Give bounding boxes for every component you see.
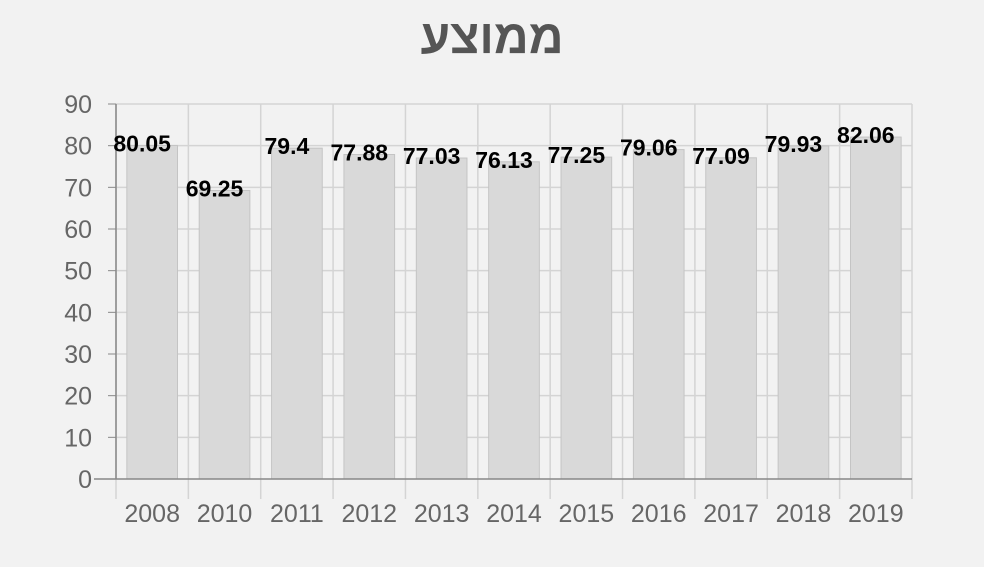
- bar-2012: [343, 154, 396, 480]
- x-tick-labels: 2008 2010 2011 2012 2013 2014 2015 2016 2017 2018…: [124, 500, 903, 528]
- data-label-2019: 82.06: [837, 122, 895, 148]
- bars: [126, 136, 902, 480]
- bar-2017: [705, 157, 757, 480]
- y-tick-label: 10: [64, 424, 92, 452]
- data-label-2010: 69.25: [186, 175, 244, 201]
- data-label-2008: 80.05: [113, 130, 171, 156]
- data-labels: 80.05 69.25 79.4 77.88 77.03 76.13 77.25 79.06 7…: [113, 122, 894, 201]
- data-label-2012: 77.88: [330, 140, 388, 166]
- bar-2010: [198, 189, 251, 480]
- bar-2018: [777, 145, 830, 480]
- x-tick-label-2017: 2017: [703, 500, 759, 528]
- data-label-2014: 76.13: [475, 147, 533, 173]
- x-tick-label-2016: 2016: [631, 500, 687, 528]
- y-tick-label: 90: [64, 91, 92, 119]
- y-tick-label: 20: [64, 383, 92, 411]
- data-label-2015: 77.25: [548, 142, 606, 168]
- data-label-2018: 79.93: [765, 131, 823, 157]
- axes: [94, 103, 912, 480]
- y-tick-label: 0: [78, 466, 92, 494]
- bar-2008: [126, 144, 179, 480]
- x-tick-label-2012: 2012: [341, 500, 397, 528]
- data-label-2017: 77.09: [692, 143, 750, 169]
- y-tick-label: 80: [64, 133, 92, 161]
- data-label-2013: 77.03: [403, 143, 461, 169]
- y-tick-labels: 0 10 20 30 40 50 60 70 80 90: [64, 91, 92, 494]
- data-label-2016: 79.06: [620, 135, 678, 161]
- x-tick-label-2011: 2011: [270, 500, 324, 528]
- data-label-2011: 79.4: [265, 133, 310, 159]
- bar-2013: [415, 157, 468, 480]
- bar-2011: [271, 147, 323, 480]
- x-tick-label-2013: 2013: [414, 500, 470, 528]
- y-tick-label: 50: [64, 258, 92, 286]
- y-tick-label: 60: [64, 216, 92, 244]
- x-tick-label-2010: 2010: [197, 500, 253, 528]
- chart-title: ממוצע: [420, 11, 564, 64]
- y-tick-label: 70: [64, 174, 92, 202]
- y-tick-label: 30: [64, 341, 92, 369]
- bar-2015: [560, 156, 613, 480]
- bar-2016: [632, 149, 685, 480]
- bar-2019: [849, 136, 902, 480]
- x-tick-label-2018: 2018: [776, 500, 832, 528]
- x-tick-label-2008: 2008: [124, 500, 180, 528]
- x-tick-label-2014: 2014: [486, 500, 542, 528]
- x-tick-label-2015: 2015: [559, 500, 615, 528]
- x-tick-label-2019: 2019: [848, 500, 904, 528]
- y-tick-label: 40: [64, 299, 92, 327]
- bar-2014: [488, 161, 540, 480]
